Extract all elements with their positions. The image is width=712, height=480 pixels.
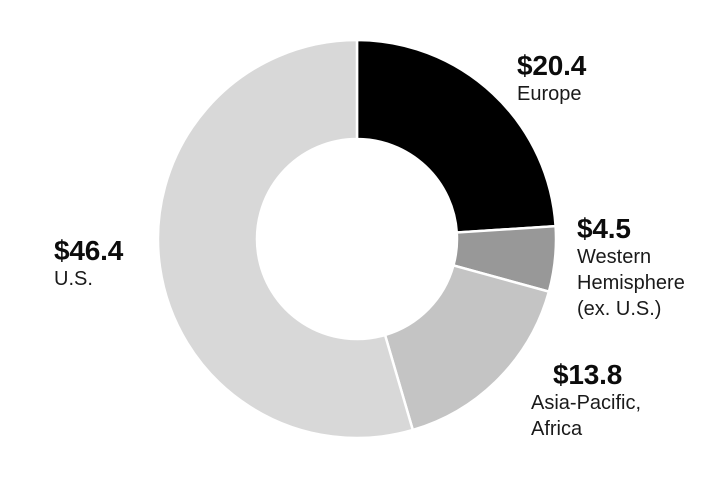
- callout-western-hemisphere-label-line1: Western: [577, 246, 652, 268]
- callout-us: $46.4 U.S.: [54, 236, 123, 292]
- callout-asia-pacific-africa-label-line1: Asia-Pacific,: [531, 392, 642, 414]
- callout-europe-label: Europe: [517, 83, 582, 105]
- callout-us-label: U.S.: [54, 268, 93, 290]
- donut-slice-us: [156, 38, 415, 440]
- callout-western-hemisphere-label-line3: (ex. U.S.): [577, 298, 662, 320]
- callout-western-hemisphere-value: $4.5: [577, 213, 631, 244]
- donut-slice-europe: [355, 38, 557, 234]
- callout-europe-value: $20.4: [517, 50, 587, 81]
- callout-asia-pacific-africa-label-line2: Africa: [531, 418, 583, 440]
- donut-slice-asia-pacific-africa: [383, 263, 551, 432]
- callout-asia-pacific-africa: $13.8 Asia-Pacific, Africa: [531, 360, 641, 442]
- callout-western-hemisphere: $4.5 Western Hemisphere (ex. U.S.): [577, 214, 685, 322]
- callout-europe: $20.4 Europe: [517, 51, 586, 107]
- callout-western-hemisphere-label-line2: Hemisphere: [577, 272, 685, 294]
- callout-asia-pacific-africa-value: $13.8: [553, 359, 623, 390]
- callout-us-value: $46.4: [54, 235, 124, 266]
